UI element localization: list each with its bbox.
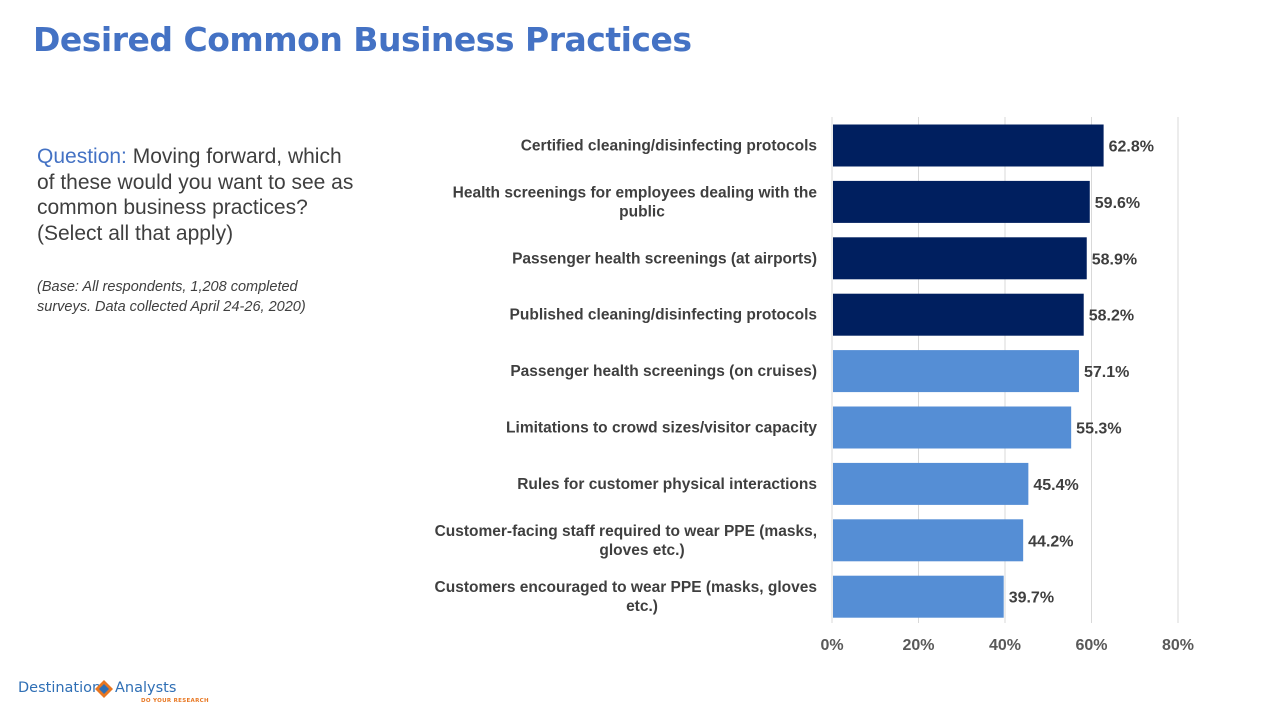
bar	[833, 350, 1079, 393]
category-label: Customers encouraged to wear PPE (masks,…	[435, 579, 817, 615]
bar	[833, 462, 1029, 505]
question-body: Moving forward, which of these would you…	[37, 145, 354, 245]
data-label: 58.9%	[1092, 251, 1137, 268]
logo-wordmark: Destination Analysts	[18, 680, 176, 696]
bar	[833, 180, 1090, 223]
category-label: Rules for customer physical interactions	[517, 476, 817, 493]
bar	[833, 406, 1072, 449]
category-label: Customer-facing staff required to wear P…	[435, 523, 817, 559]
data-label: 45.4%	[1033, 477, 1078, 494]
question-text: Question: Moving forward, which of these…	[37, 144, 357, 246]
diamond-logo-icon	[95, 680, 113, 698]
destination-analysts-logo: Destination Analysts DO YOUR RESEARCH	[18, 678, 209, 708]
bar	[833, 237, 1087, 280]
bar	[833, 575, 1004, 618]
data-label: 59.6%	[1095, 195, 1140, 212]
data-label: 57.1%	[1084, 364, 1129, 381]
x-tick-label: 20%	[902, 637, 934, 654]
category-label: Certified cleaning/disinfecting protocol…	[521, 138, 817, 155]
x-tick-label: 0%	[820, 637, 843, 654]
data-label: 62.8%	[1109, 139, 1154, 156]
bar	[833, 293, 1084, 336]
question-label: Question:	[37, 145, 127, 168]
category-label: Passenger health screenings (at airports…	[512, 250, 817, 267]
data-label: 44.2%	[1028, 533, 1073, 550]
x-tick-label: 80%	[1162, 637, 1194, 654]
bar	[833, 519, 1024, 562]
category-label: Passenger health screenings (on cruises)	[510, 363, 817, 380]
data-label: 39.7%	[1009, 590, 1054, 607]
data-label: 58.2%	[1089, 308, 1134, 325]
data-label: 55.3%	[1076, 421, 1121, 438]
logo-tagline: DO YOUR RESEARCH	[141, 698, 209, 704]
x-tick-label: 40%	[989, 637, 1021, 654]
page-title: Desired Common Business Practices	[33, 20, 692, 59]
logo-name-right: Analysts	[115, 680, 177, 696]
category-label: Published cleaning/disinfecting protocol…	[510, 307, 817, 324]
category-label: Limitations to crowd sizes/visitor capac…	[506, 420, 817, 437]
bar	[833, 124, 1104, 167]
x-tick-label: 60%	[1075, 637, 1107, 654]
logo-name-left: Destination	[18, 680, 102, 696]
base-note: (Base: All respondents, 1,208 completed …	[37, 279, 306, 315]
category-label: Health screenings for employees dealing …	[453, 184, 818, 220]
